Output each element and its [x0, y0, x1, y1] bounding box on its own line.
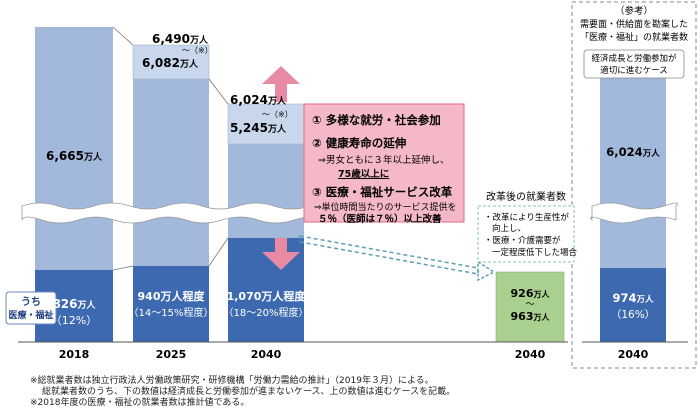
label-2040-medical: 1,070万人程度 [227, 289, 307, 303]
label-2025-asterisk: ～（※） [182, 46, 213, 55]
reform-label: 改革後の就業者数 [486, 190, 566, 203]
bar-2018-total [35, 27, 113, 270]
footnote-0: ※総就業者数は独立行政法人労働政策研究・研修機構「労働力需給の推計」（2019年… [30, 376, 434, 386]
label-2025-mid: 6,082万人 [142, 56, 199, 70]
legend-label-2: 医療・福祉 [8, 309, 53, 321]
label-reform-1: 926万人 [511, 287, 551, 300]
label-2040-asterisk: ～（※） [262, 110, 293, 119]
bar-reference [600, 78, 666, 342]
label-2018-medical: 826万人 [52, 297, 96, 311]
tick-4: 2040 [618, 348, 649, 361]
reference-line1: 需要面・供給面を勘案した [580, 18, 688, 30]
legend-label-1: うち [21, 296, 41, 308]
reform-item2-line2: 75歳以上に [338, 168, 389, 180]
reference-case1: 経済成長と労働参加が [591, 53, 677, 64]
footnote-1: 総就業者数のうち、下の数値は経済成長と労働参加が進まないケース、上の数値は進むケ… [42, 387, 456, 397]
label-2025-medical: 940万人程度 [138, 289, 206, 303]
label-ref-pct: （16%） [611, 309, 655, 321]
axis-break [21, 202, 678, 224]
bar-2025-total [133, 79, 209, 266]
bar-reference-total [600, 78, 666, 268]
reform-bullet-2: ・医療・介護需要が [484, 235, 561, 246]
label-reform-tilde: ～ [525, 300, 534, 310]
bar-2018 [35, 27, 113, 342]
bar-2040-total [228, 144, 304, 238]
label-reform-2: 963万人 [511, 310, 551, 323]
dashed-arrow [299, 235, 496, 282]
label-2040-top: 6,024万人 [230, 93, 287, 107]
bar-2025-medical [133, 266, 209, 342]
label-2025-pct: （14～15%程度） [129, 306, 214, 319]
reform-item3-title: ③ 医療・福祉サービス改革 [312, 185, 453, 199]
reform-bullet-3: 一定程度低下した場合 [492, 247, 578, 258]
reform-bullet-1: 向上し、 [492, 223, 526, 234]
reference-case2: 適切に進むケース [600, 65, 668, 76]
reform-box [303, 103, 465, 223]
bar-2040-upper [227, 103, 305, 145]
reform-item2-title: ② 健康寿命の延伸 [312, 136, 407, 150]
label-ref-medical: 974万人 [612, 291, 654, 305]
reform-item2-line1: ⇒男女ともに３年以上延伸し、 [318, 154, 449, 166]
tick-2: 2040 [251, 348, 282, 361]
legend-box [5, 291, 57, 325]
tick-0: 2018 [59, 348, 90, 361]
reference-case-box [583, 49, 685, 79]
bar-reference-medical [600, 268, 666, 342]
bar-reform-2040 [495, 271, 565, 343]
label-2018-pct: （12%） [51, 314, 97, 327]
tick-1: 2025 [156, 348, 187, 361]
reference-title: （参考） [615, 5, 653, 17]
reform-bullets-box [477, 205, 575, 263]
down-arrow [262, 238, 300, 270]
reform-item3-line1: ⇒単位時間当たりのサービス提供を [314, 201, 457, 213]
label-ref-total: 6,024万人 [606, 145, 660, 159]
bar-2040 [227, 103, 305, 342]
reform-item3-line2: ５％（医師は７％）以上改善 [318, 213, 442, 225]
up-arrow [262, 66, 300, 102]
bar-2025 [132, 44, 210, 342]
reform-item1: ① 多様な就労・社会参加 [312, 113, 441, 127]
connector-lines [112, 26, 229, 271]
reform-bullet-0: ・改革により生産性が [484, 212, 569, 223]
label-2040-mid: 5,245万人 [230, 121, 287, 135]
label-2018-total: 6,665万人 [46, 149, 103, 163]
label-2025-top: 6,490万人 [152, 32, 209, 46]
reference-line2: 「医療・福祉」の就業者数 [580, 31, 688, 43]
tick-3: 2040 [515, 348, 546, 361]
footnote-2: ※2018年度の医療・福祉の就業者数は推計値である。 [30, 398, 250, 408]
label-2040-pct: （18～20%程度） [224, 306, 309, 319]
